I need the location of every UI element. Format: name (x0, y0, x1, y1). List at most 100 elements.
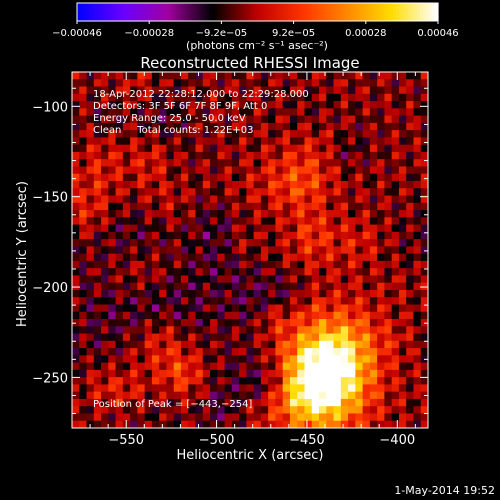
heatmap-cell (282, 72, 291, 80)
heatmap-cell (275, 224, 284, 233)
heatmap-cell (311, 326, 320, 334)
heatmap-cell (333, 282, 342, 291)
heatmap-cell (122, 275, 131, 284)
heatmap-cell (369, 333, 378, 342)
heatmap-cell (297, 362, 305, 371)
colorbar-swatch (419, 3, 424, 21)
heatmap-cell (101, 137, 109, 146)
heatmap-cell (202, 239, 211, 247)
heatmap-cell (231, 144, 240, 153)
heatmap-cell (260, 391, 269, 400)
heatmap-cell (101, 348, 109, 356)
heatmap-cell (319, 333, 327, 342)
heatmap-cell (115, 151, 124, 160)
heatmap-cell (166, 210, 175, 218)
heatmap-cell (173, 297, 182, 305)
heatmap-cell (413, 217, 422, 225)
heatmap-cell (217, 224, 225, 233)
colorbar-swatch (395, 3, 400, 21)
heatmap-cell (420, 369, 429, 378)
heatmap-cell (362, 311, 371, 320)
heatmap-cell (355, 275, 364, 284)
heatmap-cell (384, 391, 393, 400)
heatmap-cell (282, 355, 291, 364)
heatmap-cell (93, 108, 102, 116)
heatmap-cell (151, 398, 160, 407)
heatmap-cell (130, 159, 138, 167)
heatmap-cell (86, 355, 95, 364)
heatmap-cell (210, 406, 218, 414)
heatmap-cell (93, 144, 102, 153)
heatmap-cell (268, 93, 276, 102)
heatmap-cell (195, 108, 204, 116)
heatmap-cell (420, 275, 429, 284)
heatmap-cell (166, 108, 175, 116)
heatmap-cell (362, 420, 371, 429)
heatmap-cell (398, 246, 407, 255)
heatmap-cell (151, 348, 160, 356)
heatmap-cell (348, 217, 356, 225)
heatmap-cell (210, 413, 218, 422)
heatmap-cell (420, 406, 429, 414)
heatmap-cell (115, 79, 124, 87)
heatmap-cell (377, 144, 385, 153)
heatmap-cell (326, 333, 334, 342)
heatmap-cell (173, 260, 182, 269)
heatmap-cell (282, 239, 291, 247)
colorbar-swatch (335, 3, 340, 21)
heatmap-cell (159, 398, 167, 407)
heatmap-cell (297, 86, 305, 95)
heatmap-cell (362, 384, 371, 393)
heatmap-cell (151, 326, 160, 334)
heatmap-cell (130, 355, 138, 364)
heatmap-cell (93, 130, 102, 138)
heatmap-cell (130, 86, 138, 95)
heatmap-cell (72, 377, 80, 385)
heatmap-cell (413, 115, 422, 124)
heatmap-cell (159, 86, 167, 95)
heatmap-cell (246, 239, 255, 247)
heatmap-cell (159, 406, 167, 414)
heatmap-cell (210, 130, 218, 138)
heatmap-cell (333, 398, 342, 407)
heatmap-cell (180, 86, 189, 95)
heatmap-cell (210, 253, 218, 262)
heatmap-cell (151, 268, 160, 276)
heatmap-cell (282, 159, 291, 167)
heatmap-cell (362, 340, 371, 349)
colorbar-swatch (143, 3, 147, 21)
heatmap-cell (239, 166, 247, 175)
heatmap-cell (231, 130, 240, 138)
heatmap-cell (282, 340, 291, 349)
heatmap-cell (348, 101, 356, 109)
heatmap-cell (398, 72, 407, 80)
heatmap-cell (86, 406, 95, 414)
heatmap-cell (420, 260, 429, 269)
heatmap-cell (79, 282, 87, 291)
heatmap-cell (144, 384, 153, 393)
heatmap-cell (79, 289, 87, 298)
heatmap-cell (166, 297, 175, 305)
heatmap-cell (333, 101, 342, 109)
heatmap-cell (398, 101, 407, 109)
heatmap-cell (217, 137, 225, 146)
heatmap-cell (115, 144, 124, 153)
heatmap-cell (275, 282, 284, 291)
heatmap-cell (166, 268, 175, 276)
heatmap-cell (326, 362, 334, 371)
colorbar-swatch (410, 3, 415, 21)
heatmap-cell (93, 159, 102, 167)
heatmap-cell (93, 101, 102, 109)
heatmap-cell (137, 166, 146, 175)
heatmap-cell (101, 122, 109, 131)
heatmap-cell (202, 151, 211, 160)
heatmap-cell (311, 166, 320, 175)
heatmap-cell (79, 304, 87, 313)
heatmap-cell (326, 246, 334, 255)
heatmap-cell (72, 159, 80, 167)
heatmap-cell (246, 166, 255, 175)
heatmap-cell (391, 413, 400, 422)
heatmap-cell (166, 362, 175, 371)
heatmap-cell (137, 340, 146, 349)
heatmap-cell (195, 369, 204, 378)
